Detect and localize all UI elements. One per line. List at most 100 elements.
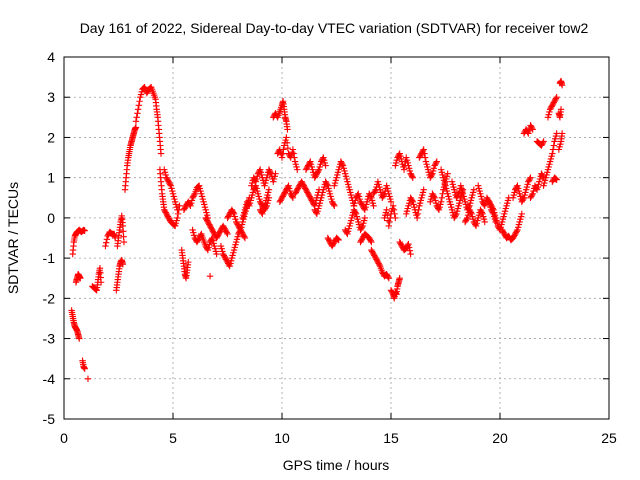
series-t6	[89, 264, 105, 294]
series-t16	[189, 226, 220, 258]
series-t32	[342, 206, 369, 238]
data-point	[225, 261, 233, 269]
series-t22	[248, 166, 279, 189]
data-point	[241, 233, 248, 240]
data-point	[334, 236, 342, 243]
data-point	[251, 177, 259, 184]
data-point	[405, 240, 412, 248]
series-t58	[555, 106, 565, 121]
data-point	[414, 210, 422, 218]
series-t18	[206, 273, 214, 280]
data-point	[528, 191, 536, 199]
data-point	[284, 144, 292, 152]
data-point	[415, 206, 422, 214]
data-point	[454, 191, 462, 199]
y-tick-labels: -5 -4 -3 -2 -1 0 1 2 3 4	[43, 49, 56, 427]
data-point	[421, 154, 429, 161]
series-t10	[121, 124, 140, 193]
series-t7	[102, 228, 119, 250]
data-point	[283, 139, 291, 147]
data-point	[147, 84, 154, 92]
series-t8	[113, 256, 127, 294]
data-point	[120, 228, 127, 235]
data-point	[203, 245, 211, 252]
y-tick-label: 1	[47, 170, 55, 186]
data-point	[395, 151, 403, 159]
data-point	[230, 209, 237, 216]
data-point	[513, 183, 520, 191]
data-point	[553, 176, 560, 183]
data-point	[524, 128, 531, 136]
data-point	[552, 95, 560, 102]
data-point	[97, 279, 105, 286]
data-point	[549, 150, 556, 157]
data-point	[413, 214, 421, 222]
series-t41	[403, 186, 427, 222]
series-t50	[509, 174, 534, 205]
data-point	[265, 186, 273, 193]
data-point	[284, 126, 291, 133]
data-point	[430, 193, 438, 200]
data-point	[306, 159, 313, 167]
y-tick-label: 2	[47, 129, 55, 145]
data-point	[176, 202, 183, 210]
data-point	[385, 275, 393, 282]
data-point	[380, 191, 387, 199]
data-point	[275, 147, 283, 155]
x-tick-label: 25	[601, 430, 617, 446]
data-point	[245, 201, 252, 208]
data-point	[174, 206, 181, 214]
data-point	[256, 167, 263, 175]
data-point	[558, 130, 566, 137]
data-point	[310, 201, 318, 208]
data-point	[102, 242, 109, 250]
series-t51	[520, 122, 536, 137]
data-point	[405, 244, 413, 251]
series-t19	[217, 226, 249, 270]
x-axis-label: GPS time / hours	[283, 457, 390, 473]
data-point	[157, 150, 165, 157]
data-point	[390, 206, 398, 214]
data-point	[387, 198, 395, 205]
data-point	[371, 187, 379, 195]
data-point	[319, 155, 326, 163]
series-t24	[270, 98, 291, 133]
data-point	[533, 185, 540, 192]
data-point	[358, 224, 366, 231]
data-point	[81, 365, 88, 372]
data-point	[361, 214, 369, 222]
data-point	[386, 218, 393, 226]
series-t56	[549, 174, 560, 185]
data-point	[452, 212, 459, 219]
series-t27	[291, 178, 323, 210]
data-point	[206, 273, 214, 280]
y-tick-label: 3	[47, 89, 55, 105]
series-t2	[69, 226, 88, 258]
data-point	[133, 114, 140, 121]
data-point	[409, 174, 416, 181]
data-point	[289, 146, 297, 153]
data-point	[391, 210, 398, 218]
data-point	[278, 154, 286, 161]
data-point	[428, 171, 435, 179]
data-point	[435, 205, 442, 212]
data-point	[185, 258, 192, 266]
data-point	[140, 84, 148, 92]
data-point	[478, 209, 486, 216]
data-points	[68, 77, 566, 382]
data-point	[396, 275, 403, 282]
data-point	[120, 233, 127, 240]
series-t26	[276, 182, 297, 205]
series-t14	[178, 246, 192, 282]
data-point	[528, 124, 536, 132]
data-point	[550, 142, 557, 149]
data-point	[174, 214, 181, 222]
data-point	[84, 375, 92, 382]
data-point	[76, 335, 83, 342]
data-point	[420, 146, 427, 153]
data-point	[236, 225, 244, 232]
data-point	[407, 250, 414, 258]
series-t39	[392, 150, 416, 181]
data-point	[370, 202, 377, 210]
x-tick-label: 15	[383, 430, 399, 446]
